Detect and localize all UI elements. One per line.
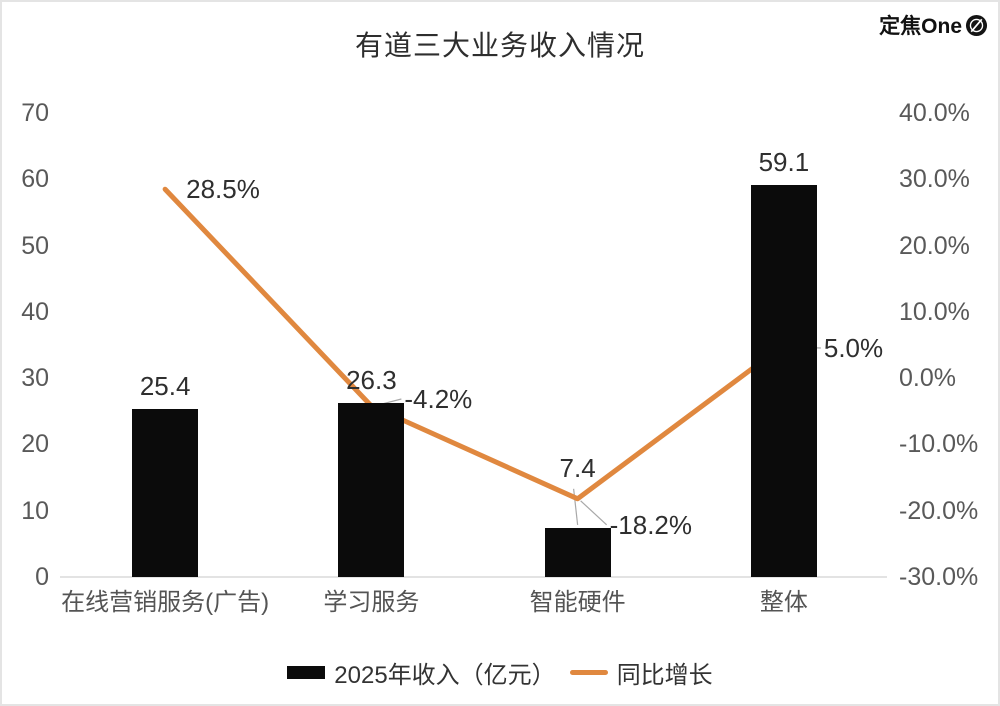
watermark-text: 定焦One (879, 15, 962, 38)
legend-bar-label: 2025年收入（亿元） (334, 662, 556, 689)
right-axis-tick: 10.0% (899, 297, 970, 326)
bar (544, 527, 611, 577)
left-axis-tick: 20 (21, 430, 49, 459)
legend-bar-swatch-icon (287, 666, 326, 679)
category-label: 学习服务 (323, 589, 420, 616)
right-axis-tick: -20.0% (899, 496, 979, 525)
left-axis-tick: 60 (21, 165, 49, 194)
left-axis-tick: 30 (21, 364, 49, 393)
bar-value-label: 59.1 (758, 147, 810, 178)
bar (750, 185, 817, 577)
label-connector-line (580, 500, 608, 526)
legend-line-swatch-icon (569, 670, 608, 675)
growth-line (162, 186, 787, 502)
bar-value-label: 26.3 (346, 364, 397, 395)
right-axis-tick: -10.0% (899, 430, 979, 459)
right-axis-tick: 0.0% (899, 364, 956, 393)
category-label: 智能硬件 (529, 589, 626, 616)
right-axis-tick: 30.0% (899, 165, 970, 194)
left-axis-tick: 0 (35, 563, 49, 591)
legend-item-growth: 同比增长 (569, 655, 713, 690)
left-axis-tick: 70 (21, 99, 49, 127)
label-connector-line (573, 488, 579, 526)
category-label: 整体 (759, 589, 808, 616)
right-axis-tick: -30.0% (899, 563, 979, 591)
left-axis-tick: 40 (21, 297, 49, 326)
chart-title: 有道三大业务收入情况 (354, 30, 645, 61)
left-axis-tick: 10 (21, 496, 49, 525)
legend: 2025年收入（亿元） 同比增长 (2, 655, 998, 690)
left-axis-tick: 50 (21, 231, 49, 260)
growth-value-label: 5.0% (823, 333, 884, 363)
brand-logo-icon (965, 14, 988, 37)
watermark: 定焦One (879, 10, 988, 40)
right-axis-tick: 40.0% (899, 99, 970, 127)
bar (132, 408, 199, 577)
legend-item-revenue: 2025年收入（亿元） (287, 655, 556, 690)
bar-value-label: 7.4 (559, 452, 596, 483)
legend-line-label: 同比增长 (616, 662, 713, 689)
growth-value-label: 28.5% (186, 174, 260, 205)
growth-value-label: -4.2% (404, 383, 473, 414)
right-axis-tick: 20.0% (899, 231, 970, 260)
growth-value-label: -18.2% (609, 509, 693, 540)
bar-value-label: 25.4 (139, 370, 191, 401)
category-label: 在线营销服务(广告) (61, 589, 270, 616)
bar (338, 402, 405, 577)
